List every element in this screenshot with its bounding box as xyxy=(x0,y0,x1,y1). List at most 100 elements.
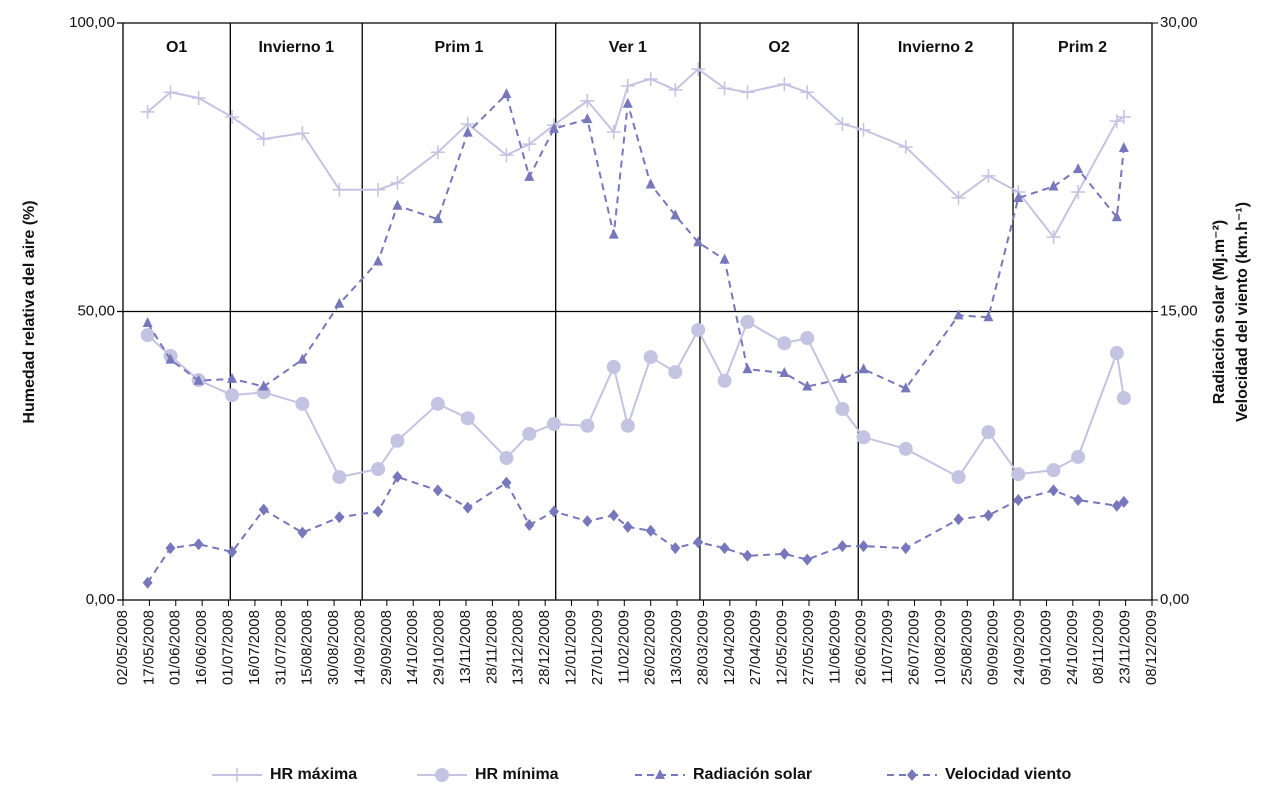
marker xyxy=(1071,185,1086,200)
marker xyxy=(227,372,238,383)
x-tick-label: 01/06/2008 xyxy=(167,610,184,685)
marker xyxy=(524,518,535,531)
marker xyxy=(140,328,155,343)
x-tick-label: 11/06/2009 xyxy=(826,610,843,684)
marker xyxy=(858,363,869,374)
marker xyxy=(462,126,473,137)
marker xyxy=(1111,211,1122,222)
marker xyxy=(1073,493,1084,506)
marker xyxy=(606,125,621,140)
season-label: Prim 2 xyxy=(1058,39,1107,56)
legend-marker xyxy=(435,768,449,782)
marker xyxy=(191,91,206,106)
marker xyxy=(582,113,593,124)
marker xyxy=(900,542,911,555)
marker xyxy=(165,353,176,364)
legend-label: HR mínima xyxy=(475,766,559,783)
marker xyxy=(608,509,619,522)
marker xyxy=(856,122,871,137)
season-label: Invierno 2 xyxy=(898,39,974,56)
x-tick-label: 24/10/2009 xyxy=(1064,610,1081,685)
x-tick-label: 28/12/2008 xyxy=(536,610,553,685)
marker xyxy=(983,311,994,322)
marker xyxy=(580,418,595,433)
x-tick-label: 12/01/2009 xyxy=(563,610,580,685)
marker xyxy=(620,78,635,93)
marker xyxy=(802,553,813,566)
y-axis-title: Humedad relativa del aire (%) xyxy=(21,200,38,423)
marker xyxy=(258,503,269,516)
marker xyxy=(1073,163,1084,174)
marker xyxy=(193,374,204,385)
marker xyxy=(373,505,384,518)
x-tick-label: 02/05/2008 xyxy=(114,610,131,685)
marker xyxy=(1013,192,1024,203)
marker xyxy=(608,228,619,239)
marker xyxy=(1116,110,1131,125)
marker xyxy=(981,425,996,440)
x-tick-label: 26/06/2009 xyxy=(853,610,870,685)
marker xyxy=(524,170,535,181)
marker xyxy=(779,547,790,560)
marker xyxy=(1111,499,1122,512)
marker xyxy=(900,382,911,393)
legend-marker xyxy=(230,768,244,782)
marker xyxy=(717,81,732,96)
marker xyxy=(981,168,996,183)
marker xyxy=(856,430,871,445)
x-tick-label: 27/04/2009 xyxy=(747,610,764,685)
legend-marker xyxy=(907,769,917,781)
marker xyxy=(499,148,514,163)
marker xyxy=(1048,180,1059,191)
marker xyxy=(546,417,561,432)
marker xyxy=(332,182,347,197)
marker xyxy=(432,213,443,224)
marker xyxy=(163,85,178,100)
x-tick-label: 31/07/2008 xyxy=(272,610,289,685)
marker xyxy=(835,116,850,131)
marker xyxy=(779,367,790,378)
marker xyxy=(898,140,913,155)
marker xyxy=(548,122,559,133)
x-tick-label: 11/07/2009 xyxy=(879,610,896,684)
series-line xyxy=(146,67,1125,239)
marker xyxy=(643,71,658,86)
marker xyxy=(742,363,753,374)
marker xyxy=(802,380,813,391)
x-tick-label: 23/11/2009 xyxy=(1117,610,1134,684)
marker xyxy=(334,297,345,308)
x-tick-label: 12/04/2009 xyxy=(721,610,738,685)
season-label: O1 xyxy=(166,39,187,56)
marker xyxy=(1046,230,1061,245)
x-tick-label: 13/12/2008 xyxy=(510,610,527,685)
y2-tick-label: 15,00 xyxy=(1160,302,1198,319)
marker xyxy=(691,62,706,77)
marker xyxy=(1118,142,1129,153)
marker xyxy=(693,536,704,549)
x-tick-label: 26/07/2009 xyxy=(906,610,923,685)
marker xyxy=(1048,484,1059,497)
season-label: Prim 1 xyxy=(435,39,484,56)
x-tick-label: 08/12/2009 xyxy=(1143,610,1160,685)
marker xyxy=(645,524,656,537)
marker xyxy=(373,255,384,266)
y2-axis-title: Velocidad del viento (km.h⁻¹) xyxy=(1234,202,1251,422)
marker xyxy=(1011,467,1026,482)
marker xyxy=(142,317,153,328)
marker xyxy=(462,501,473,514)
legend-label: Radiación solar xyxy=(693,766,812,783)
y-tick-label: 50,00 xyxy=(77,302,115,319)
marker xyxy=(522,426,537,441)
marker xyxy=(620,418,635,433)
x-tick-label: 01/07/2008 xyxy=(220,610,237,685)
marker xyxy=(371,182,386,197)
x-tick-label: 14/10/2008 xyxy=(404,610,421,685)
marker xyxy=(777,77,792,92)
marker xyxy=(693,236,704,247)
x-tick-label: 29/10/2008 xyxy=(431,610,448,685)
marker xyxy=(582,515,593,528)
x-tick-label: 09/10/2009 xyxy=(1037,610,1054,685)
marker xyxy=(777,336,792,351)
series-line xyxy=(146,475,1125,584)
